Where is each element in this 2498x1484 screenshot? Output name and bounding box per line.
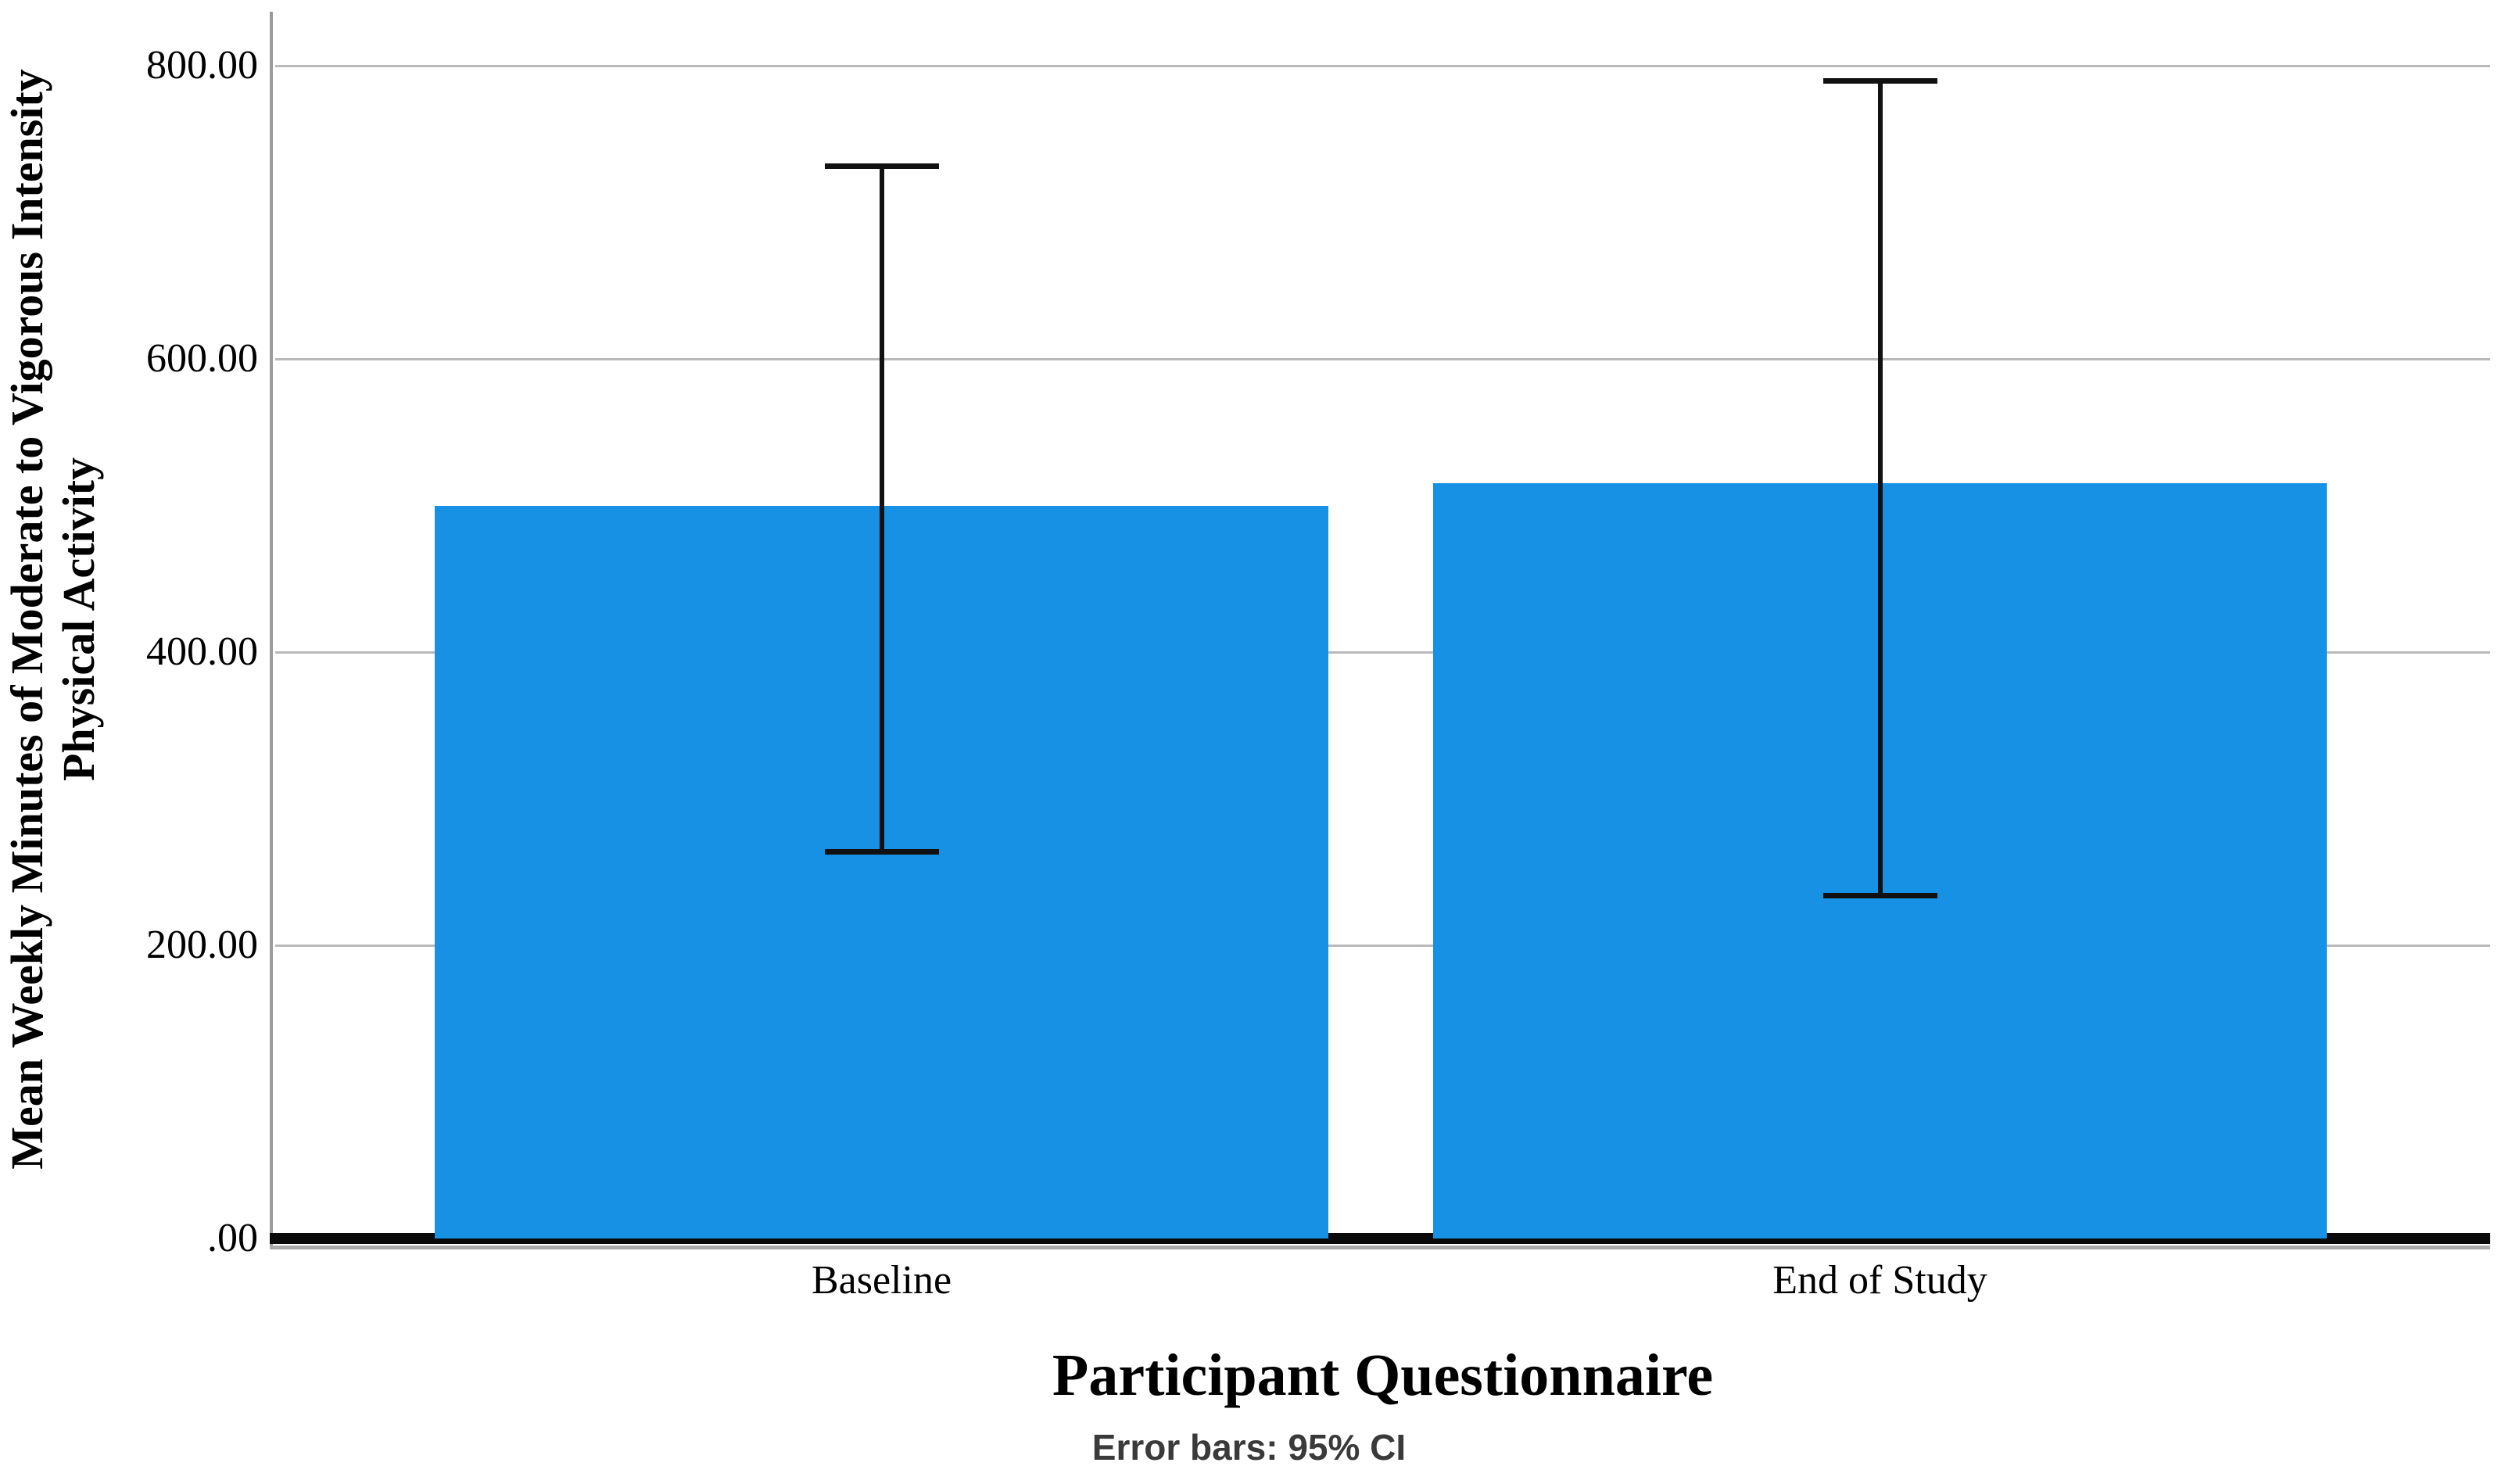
y-tick-label: .00 xyxy=(207,1216,258,1260)
gridline-y-400 xyxy=(275,651,2490,654)
error-bar-line xyxy=(1877,80,1883,896)
error-bar-cap-upper xyxy=(824,163,939,169)
x-axis-title: Participant Questionnaire xyxy=(1052,1342,1714,1408)
gridline-y-800 xyxy=(275,65,2490,67)
y-tick-label: 800.00 xyxy=(146,43,258,88)
error-bars-footnote: Error bars: 95% CI xyxy=(1091,1427,1407,1468)
error-bar-line xyxy=(879,165,884,851)
gridline-y-200 xyxy=(275,945,2490,947)
error-bar-cap-upper xyxy=(1822,77,1937,84)
y-tick-label: 600.00 xyxy=(146,336,258,381)
x-tick-label: End of Study xyxy=(1772,1258,1987,1303)
error-bar-cap-lower xyxy=(1822,893,1937,899)
x-axis-subline xyxy=(270,1246,2490,1249)
y-tick-label: 200.00 xyxy=(146,923,258,967)
x-tick-label: Baseline xyxy=(811,1258,952,1303)
gridline-y-600 xyxy=(275,358,2490,360)
error-bar-cap-lower xyxy=(824,849,939,855)
y-axis-line xyxy=(270,12,273,1246)
y-tick-label: 400.00 xyxy=(146,629,258,674)
